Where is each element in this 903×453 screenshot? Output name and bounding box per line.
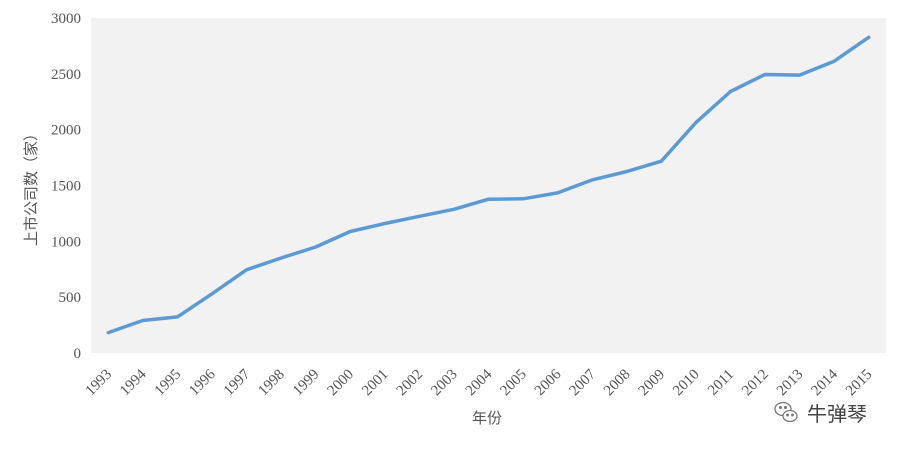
series-line: [106, 35, 871, 335]
x-tick-label: 1999: [290, 367, 323, 400]
wechat-icon: [774, 401, 798, 423]
y-axis-label: 上市公司数（家）: [22, 126, 40, 246]
x-tick-label: 2009: [636, 367, 669, 400]
x-tick-label: 2014: [808, 366, 841, 399]
x-tick-label: 1998: [255, 367, 288, 400]
y-tick-label: 2000: [51, 123, 81, 139]
x-tick-label: 2008: [601, 367, 634, 400]
y-tick-label: 0: [74, 346, 82, 362]
y-tick-label: 2500: [51, 67, 81, 83]
x-tick-label: 2010: [670, 367, 703, 400]
x-tick-label: 2002: [394, 367, 427, 400]
y-tick-label: 1000: [51, 234, 81, 250]
x-tick-label: 2004: [463, 366, 496, 399]
x-tick-label: 1995: [152, 367, 185, 400]
x-tick-label: 2012: [739, 367, 772, 400]
y-tick-label: 1500: [51, 179, 81, 195]
x-axis-ticks: 1993 1994 1995 1996 1997 1998 1999 2000 2001 2002…: [83, 366, 876, 399]
watermark-text: 牛弹琴: [807, 402, 867, 426]
x-tick-label: 2007: [566, 366, 599, 399]
x-tick-label: 2001: [359, 367, 392, 400]
x-tick-label: 2000: [325, 367, 358, 400]
x-tick-label: 2015: [843, 367, 876, 400]
x-tick-label: 1997: [221, 366, 254, 399]
x-tick-label: 1996: [186, 366, 219, 399]
y-tick-label: 500: [59, 290, 82, 306]
x-tick-label: 2011: [705, 367, 737, 399]
x-tick-label: 1993: [83, 367, 116, 400]
x-tick-label: 2006: [532, 366, 565, 399]
y-tick-label: 3000: [51, 11, 81, 27]
x-tick-label: 2013: [774, 367, 807, 400]
watermark: 牛弹琴: [774, 401, 867, 426]
x-tick-label: 2003: [428, 367, 461, 400]
y-axis-ticks: 0 500 1000 1500 2000 2500 3000: [51, 11, 81, 362]
x-axis-label: 年份: [472, 409, 502, 427]
plot-area: [91, 18, 886, 353]
x-tick-label: 2005: [497, 367, 530, 400]
x-tick-label: 1994: [117, 366, 150, 399]
